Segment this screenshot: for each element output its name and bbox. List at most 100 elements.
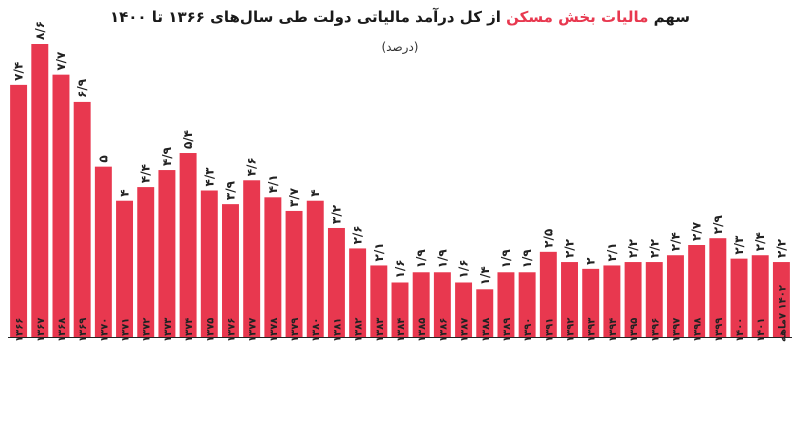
- bar: [31, 44, 49, 337]
- x-tick-label: ۱۳۸۹: [502, 318, 513, 342]
- bar-value-label: ۱/۹: [414, 249, 428, 269]
- x-tick-label: ۱۳۹۴: [608, 318, 619, 342]
- bar-value-label: ۱/۹: [435, 249, 449, 269]
- chart-subtitle: (درصد): [381, 40, 419, 54]
- x-tick-label: ۱۳۷۶: [226, 318, 237, 342]
- bar: [116, 200, 134, 337]
- bar-value-label: ۳/۷: [287, 187, 301, 207]
- bar: [200, 190, 218, 337]
- bar-value-label: ۵/۴: [181, 130, 195, 149]
- x-tick-label: ۱۳۶۷: [36, 318, 47, 342]
- bar: [243, 180, 261, 337]
- x-tick-label: ۱۳۸۲: [354, 318, 365, 342]
- bar-value-label: ۴/۹: [160, 146, 174, 166]
- bar: [624, 262, 642, 337]
- x-tick-label: ۱۴۰۰: [735, 318, 746, 342]
- bar: [730, 258, 748, 337]
- x-tick-label: ۱۴۰۲ ۷ماهه: [777, 285, 788, 342]
- bar: [645, 262, 663, 337]
- bar-value-label: ۲/۳: [732, 235, 746, 255]
- x-tick-label: ۱۳۷۹: [290, 318, 301, 342]
- bar: [391, 282, 409, 337]
- bars-group: [10, 44, 790, 337]
- bar-value-label: ۲/۹: [711, 214, 725, 234]
- bar-value-label: ۲/۴: [668, 232, 682, 251]
- bar: [497, 272, 515, 337]
- x-tick-label: ۱۳۷۸: [269, 318, 280, 342]
- chart-title-prefix: سهم: [648, 8, 691, 26]
- bar: [222, 204, 239, 337]
- x-tick-label: ۱۳۹۳: [587, 318, 598, 342]
- bar-value-label: ۴/۱: [266, 174, 280, 193]
- x-tick-label: ۱۳۹۰: [523, 318, 534, 342]
- bar-value-label: ۲/۲: [563, 238, 577, 258]
- bar: [582, 268, 600, 337]
- bar-value-label: ۳/۲: [329, 204, 343, 224]
- bar-value-label: ۱/۶: [457, 259, 471, 278]
- bar: [603, 265, 621, 337]
- x-tick-label: ۱۳۹۲: [566, 318, 577, 342]
- x-tick-labels-group: ۱۳۶۶ ۱۳۶۷ ۱۳۶۸ ۱۳۶۹ ۱۳۷۰ ۱۳۷۱ ۱۳۷۲ ۱۳۷۳ ۱۳۷۴ ۱۳۷۵…: [15, 285, 789, 342]
- bar: [94, 166, 112, 337]
- bar-value-label: ۷/۴: [12, 62, 26, 81]
- bar-value-label: ۴/۶: [245, 157, 259, 176]
- x-tick-label: ۱۳۹۱: [544, 318, 555, 342]
- bar-value-label: ۳/۹: [223, 180, 237, 200]
- bar: [709, 238, 727, 337]
- bar-value-label: ۱/۹: [499, 249, 513, 269]
- bar-value-label: ۲/۱: [372, 242, 386, 261]
- bar-value-label: ۲/۵: [541, 229, 555, 248]
- bar: [349, 248, 367, 337]
- bar: [772, 262, 790, 337]
- x-tick-label: ۱۳۷۳: [163, 318, 174, 342]
- x-tick-label: ۱۳۹۸: [693, 318, 704, 342]
- bar-value-label: ۴/۴: [139, 164, 153, 183]
- bar-value-label: ۱/۴: [478, 266, 492, 285]
- value-labels-group: ۷/۴ ۸/۶ ۷/۷ ۶/۹ ۵ ۴ ۴/۴ ۴/۹ ۵/۴ ۴/۳ ۳/۹ ۴/۶ ۴/۱ ۳/۷ ۴ ۳…: [12, 21, 789, 285]
- bar-value-label: ۸/۶: [33, 21, 47, 40]
- bar-value-label: ۲/۱: [605, 242, 619, 261]
- bar-value-label: ۲/۷: [690, 221, 704, 241]
- bar: [264, 197, 282, 337]
- bar: [688, 245, 706, 337]
- bar: [476, 289, 494, 337]
- bar: [306, 200, 324, 337]
- bar-value-label: ۶/۹: [75, 78, 89, 98]
- x-tick-label: ۱۳۶۸: [57, 318, 68, 342]
- x-tick-label: ۱۳۹۷: [671, 318, 682, 342]
- bar: [52, 74, 70, 337]
- bar: [327, 227, 345, 337]
- x-tick-label: ۱۳۹۵: [629, 318, 640, 342]
- bar: [433, 272, 451, 337]
- bar: [179, 153, 197, 337]
- x-tick-label: ۱۳۸۸: [481, 318, 492, 342]
- x-tick-label: ۱۳۶۶: [15, 318, 26, 342]
- chart-title: سهم مالیات بخش مسکن از کل درآمد مالیاتی …: [0, 8, 800, 26]
- x-tick-label: ۱۳۶۹: [78, 318, 89, 342]
- bar-value-label: ۲/۴: [753, 232, 767, 251]
- bar-value-label: ۵: [96, 155, 110, 162]
- bar: [73, 101, 91, 337]
- x-tick-label: ۱۴۰۱: [756, 318, 767, 342]
- x-tick-label: ۱۳۷۴: [184, 318, 195, 342]
- bar-value-label: ۱/۶: [393, 259, 407, 278]
- bar-value-label: ۴/۳: [202, 167, 216, 187]
- bar: [285, 210, 303, 337]
- x-tick-label: ۱۳۷۵: [205, 318, 216, 342]
- bar: [455, 282, 473, 337]
- x-tick-label: ۱۳۸۶: [438, 318, 449, 342]
- x-tick-label: ۱۳۹۹: [714, 318, 725, 342]
- bar: [518, 272, 536, 337]
- x-tick-label: ۱۳۷۰: [99, 318, 110, 342]
- bar: [412, 272, 430, 337]
- x-tick-label: ۱۳۷۲: [142, 318, 153, 342]
- x-tick-label: ۱۳۸۳: [375, 318, 386, 342]
- x-tick-label: ۱۳۸۵: [417, 318, 428, 342]
- x-tick-label: ۱۳۸۱: [332, 318, 343, 342]
- bar-value-label: ۴: [308, 189, 322, 196]
- bar: [561, 262, 578, 337]
- x-tick-label: ۱۳۷۷: [248, 318, 259, 342]
- bar-value-label: ۷/۷: [54, 51, 68, 71]
- bar: [10, 84, 28, 337]
- chart-title-suffix: از کل درآمد مالیاتی دولت طی سال‌های ۱۳۶۶…: [109, 8, 507, 26]
